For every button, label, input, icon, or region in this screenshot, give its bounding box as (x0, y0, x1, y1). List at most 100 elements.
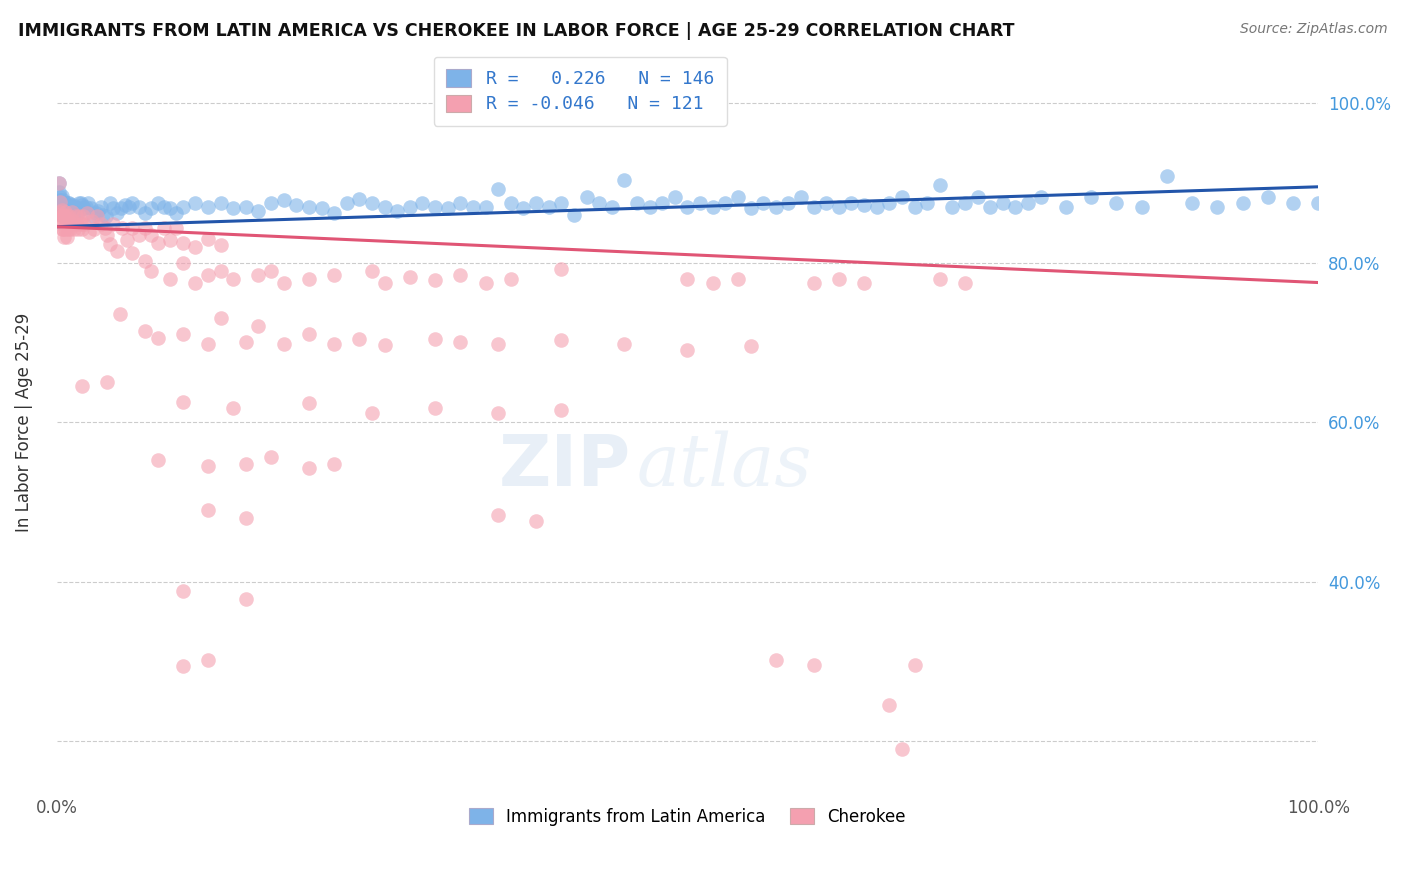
Point (474, 200, 496, 214)
Point (66, 202, 89, 216)
Point (524, 195, 547, 210)
Point (76, 206, 98, 220)
Point (866, 200, 889, 214)
Point (82, 210, 104, 224)
Point (260, 450, 283, 465)
Point (298, 200, 321, 214)
Point (49, 214, 72, 228)
Point (247, 268, 270, 282)
Point (222, 271, 245, 285)
Point (60, 202, 83, 216)
Point (128, 228, 150, 243)
Text: ZIP: ZIP (498, 432, 631, 500)
Point (222, 401, 245, 415)
Point (49, 194, 72, 209)
Point (58, 210, 80, 224)
Point (72, 210, 94, 224)
Point (111, 221, 134, 235)
Point (915, 195, 938, 210)
Y-axis label: In Labor Force | Age 25-29: In Labor Force | Age 25-29 (15, 312, 32, 532)
Point (941, 200, 963, 214)
Point (890, 742, 912, 756)
Point (75, 200, 97, 214)
Point (96, 376, 118, 390)
Point (67, 206, 90, 220)
Point (63, 202, 86, 216)
Point (134, 254, 156, 268)
Point (235, 457, 257, 471)
Text: atlas: atlas (637, 431, 813, 501)
Point (172, 255, 194, 269)
Point (361, 406, 384, 420)
Point (65, 210, 87, 224)
Point (423, 401, 446, 415)
Point (49, 190, 72, 204)
Point (69, 217, 91, 231)
Point (298, 461, 321, 475)
Point (55, 210, 77, 224)
Point (1232, 195, 1254, 210)
Point (134, 206, 156, 220)
Point (79, 225, 101, 239)
Point (790, 190, 813, 204)
Point (67, 195, 90, 210)
Point (374, 200, 396, 214)
Point (361, 195, 384, 210)
Point (60, 204, 83, 219)
Point (51, 204, 73, 219)
Point (436, 202, 458, 216)
Point (117, 200, 139, 214)
Point (399, 269, 422, 284)
Point (1080, 190, 1102, 204)
Point (449, 268, 471, 283)
Point (486, 182, 509, 196)
Point (853, 276, 876, 290)
Point (815, 195, 838, 210)
Point (1282, 195, 1305, 210)
Point (828, 271, 851, 285)
Point (197, 458, 219, 473)
Point (323, 457, 346, 471)
Point (52, 200, 75, 214)
Point (84, 206, 107, 220)
Point (51, 208, 73, 222)
Point (55, 198, 77, 212)
Point (222, 202, 245, 216)
Point (48, 208, 70, 222)
Point (550, 262, 572, 277)
Point (134, 324, 156, 338)
Point (62, 198, 84, 212)
Point (1308, 195, 1330, 210)
Point (55, 222, 77, 236)
Point (153, 221, 176, 235)
Point (689, 195, 711, 210)
Point (752, 195, 775, 210)
Point (172, 584, 194, 599)
Legend: Immigrants from Latin America, Cherokee: Immigrants from Latin America, Cherokee (460, 798, 915, 836)
Point (159, 202, 181, 216)
Point (53, 210, 76, 224)
Point (159, 233, 181, 247)
Point (323, 206, 346, 220)
Point (575, 190, 598, 204)
Point (423, 273, 446, 287)
Point (55, 204, 77, 219)
Point (48, 176, 70, 190)
Point (70, 198, 93, 212)
Point (172, 236, 194, 251)
Point (727, 190, 749, 204)
Point (141, 263, 163, 277)
Point (740, 202, 762, 216)
Point (765, 653, 787, 667)
Point (209, 238, 232, 252)
Point (103, 217, 125, 231)
Point (336, 195, 359, 210)
Point (588, 195, 610, 210)
Point (184, 195, 207, 210)
Point (159, 271, 181, 285)
Point (94, 210, 117, 224)
Point (803, 200, 825, 214)
Point (70, 222, 93, 236)
Point (803, 657, 825, 672)
Point (96, 228, 118, 243)
